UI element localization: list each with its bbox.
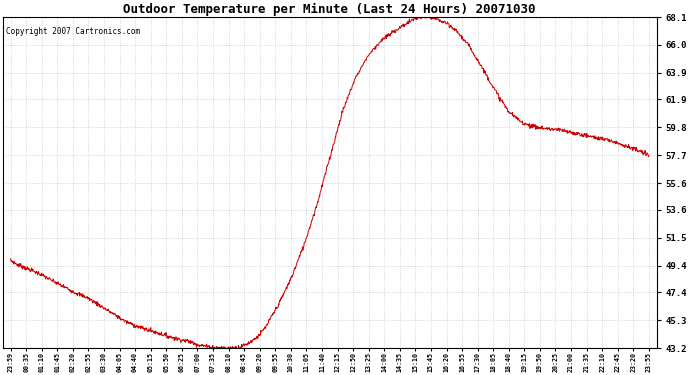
Title: Outdoor Temperature per Minute (Last 24 Hours) 20071030: Outdoor Temperature per Minute (Last 24 … — [124, 3, 536, 16]
Text: Copyright 2007 Cartronics.com: Copyright 2007 Cartronics.com — [6, 27, 140, 36]
